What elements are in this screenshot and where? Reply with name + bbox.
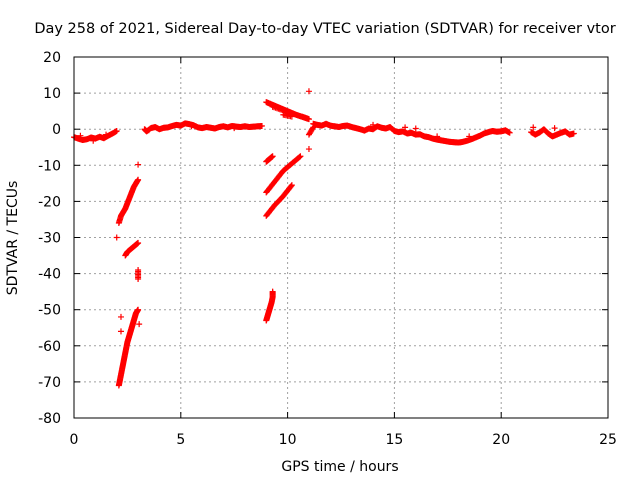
series-group — [115, 266, 143, 389]
data-point-fill — [309, 125, 316, 132]
series-group — [113, 161, 142, 241]
data-point — [135, 161, 142, 168]
axis-ticks: 0 5 10 15 20 25 20 10 0 -10 -20 -30 -40 -50 -60 -70 -80 — [38, 50, 617, 448]
data-point — [305, 88, 312, 95]
data-point — [231, 125, 238, 132]
series-group — [122, 239, 142, 259]
y-tick-label: -20 — [38, 194, 61, 210]
data-point — [288, 113, 295, 120]
data-point — [412, 125, 419, 132]
x-tick-label: 0 — [70, 432, 79, 448]
series-group — [71, 128, 120, 144]
data-point — [135, 306, 142, 313]
y-tick-label: -70 — [38, 375, 61, 391]
data-point — [135, 176, 142, 183]
data-point — [370, 121, 377, 128]
data-point — [269, 288, 276, 295]
data-point — [305, 146, 312, 153]
y-tick-label: -50 — [38, 303, 61, 319]
data-point — [530, 124, 537, 131]
series-group — [263, 288, 276, 324]
y-tick-label: -30 — [38, 231, 61, 247]
data-point — [269, 153, 276, 160]
series-group — [263, 153, 276, 165]
data-point — [90, 137, 97, 144]
plot-border — [73, 56, 609, 419]
y-tick-label: -60 — [38, 339, 61, 355]
y-tick-label: -40 — [38, 267, 61, 283]
data-point — [288, 182, 295, 189]
series-group — [310, 120, 577, 146]
data-point — [113, 128, 120, 135]
data-point — [434, 133, 441, 140]
x-tick-label: 5 — [176, 432, 185, 448]
data-point — [466, 133, 473, 140]
y-tick-label: 10 — [43, 86, 61, 102]
y-tick-label: -10 — [38, 158, 61, 174]
data-point — [188, 123, 195, 130]
series-group — [263, 99, 312, 123]
data-points — [71, 88, 577, 389]
x-tick-label: 25 — [599, 432, 617, 448]
data-point — [402, 124, 409, 131]
data-point — [117, 313, 124, 320]
y-tick-label: 20 — [43, 50, 61, 66]
y-tick-label: -80 — [38, 411, 61, 427]
data-point — [570, 130, 577, 137]
x-tick-label: 15 — [385, 432, 403, 448]
data-point — [117, 328, 124, 335]
grid-lines — [74, 57, 608, 418]
x-tick-label: 10 — [279, 432, 297, 448]
data-point — [145, 127, 152, 134]
series-group — [141, 120, 265, 135]
data-point — [303, 115, 310, 122]
series-group — [305, 88, 317, 153]
x-tick-label: 20 — [492, 432, 510, 448]
data-point — [551, 125, 558, 132]
chart-title: Day 258 of 2021, Sidereal Day-to-day VTE… — [34, 21, 615, 37]
series-group — [263, 153, 304, 196]
data-point — [135, 239, 142, 246]
series-group — [263, 182, 295, 219]
y-axis-label: SDTVAR / TECUs — [5, 181, 21, 296]
data-point — [297, 153, 304, 160]
data-point — [506, 129, 513, 136]
data-point — [136, 321, 143, 328]
data-point — [258, 122, 265, 129]
data-point — [113, 234, 120, 241]
data-point-fill — [288, 183, 295, 190]
data-point-fill — [296, 153, 303, 160]
data-point — [77, 132, 84, 139]
x-axis-label: GPS time / hours — [281, 459, 398, 475]
data-point — [103, 131, 110, 138]
data-point — [135, 276, 142, 283]
y-tick-label: 0 — [52, 122, 61, 138]
